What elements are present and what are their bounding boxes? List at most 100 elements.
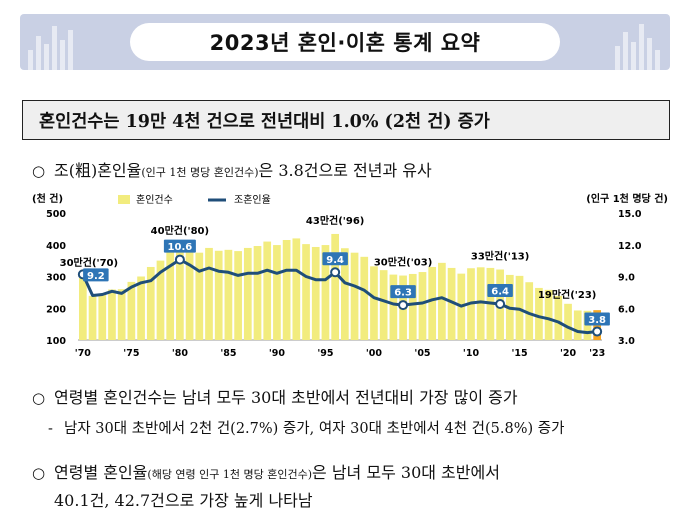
x-tick-label: '80: [172, 348, 189, 359]
right-tick-label: 15.0: [618, 209, 642, 220]
rate-label-bg-1996: [322, 252, 348, 266]
legend-label-rate: 조혼인율: [234, 193, 271, 206]
bar-2017: [535, 287, 543, 340]
bar-1986: [234, 251, 242, 340]
bar-annotation-1996: 43만건('96): [306, 214, 364, 227]
bar-1998: [350, 252, 359, 340]
bar-1971: [88, 295, 97, 340]
bar-2011: [476, 267, 485, 340]
legend-label-marriages: 혼인건수: [136, 193, 173, 206]
bullet-crude-rate: ○ 조(粗)혼인율(인구 1천 명당 혼인건수)은 3.8건으로 전년과 유사: [32, 161, 432, 180]
bar-1979: [166, 251, 175, 340]
bar-1975: [127, 281, 136, 340]
rate-label-bg-2013: [487, 284, 513, 298]
bar-2008: [447, 267, 456, 340]
bar-2016: [525, 282, 534, 340]
bar-1989: [263, 241, 272, 340]
bar-annotation-2003: 30만건('03): [374, 256, 432, 269]
bar-annotation-2013: 33만건('13): [471, 250, 529, 263]
rate-label-2023: 3.8: [588, 315, 606, 326]
rate-label-bg-1970: [83, 268, 109, 282]
bar-2001: [379, 270, 388, 340]
sub-bullet-age-detail: - 남자 30대 초반에서 2천 건(2.7%) 증가, 여자 30대 초반에서 …: [48, 421, 565, 437]
bar-2002: [389, 274, 398, 340]
right-tick-label: 9.0: [618, 273, 635, 284]
bar-series-marriages: [79, 233, 601, 340]
bar-1973: [108, 289, 116, 340]
bar-1995: [321, 245, 330, 340]
bar-1993: [302, 244, 310, 340]
bar-annotation-1970: 30만건('70): [60, 256, 118, 269]
bullet-age-marriages: ○ 연령별 혼인건수는 남녀 모두 30대 초반에서 전년대비 가장 많이 증가: [32, 388, 518, 407]
x-tick-label: '05: [414, 348, 430, 359]
bar-2007: [438, 262, 446, 340]
bullet-age-rate-line2: 40.1건, 42.7건으로 가장 높게 나타남: [54, 491, 313, 510]
right-axis-unit: (인구 1천 명당 건): [586, 192, 668, 205]
bar-2018: [544, 289, 553, 340]
bar-2021: [573, 310, 582, 340]
rate-label-1980: 10.6: [168, 242, 193, 253]
banner-decoration-right: [615, 14, 660, 70]
rate-point-2003: [398, 300, 409, 311]
rate-label-1970: 9.2: [87, 271, 105, 282]
left-axis-unit: (천 건): [32, 192, 63, 205]
rate-point-2013: [495, 299, 506, 310]
bar-2006: [428, 266, 437, 340]
left-tick-label: 500: [46, 209, 66, 220]
x-tick-label: '00: [366, 348, 383, 359]
x-tick-label: '20: [560, 348, 577, 359]
rate-label-bg-2003: [390, 285, 416, 299]
bar-1987: [243, 247, 252, 340]
bar-1991: [282, 239, 291, 340]
bullet-age-rate: ○ 연령별 혼인율(해당 연령 인구 1천 명당 혼인건수)은 남녀 모두 30대…: [32, 463, 500, 482]
right-tick-label: 12.0: [618, 241, 642, 252]
x-tick-label: '70: [75, 348, 92, 359]
bar-1977: [146, 266, 155, 340]
chart-frame: (천 건) (인구 1천 명당 건) 혼인건수 조혼인율 500 400 300 200 100…: [32, 192, 668, 359]
bar-annotation-1980: 40만건('80): [151, 224, 209, 237]
rate-point-1980: [174, 254, 185, 265]
rate-point-2023: [592, 326, 603, 337]
bar-1992: [292, 238, 301, 340]
headline-box: 혼인건수는 19만 4천 건으로 전년대비 1.0% (2천 건) 증가: [22, 100, 670, 140]
bar-1994: [311, 246, 320, 340]
banner-decoration-left: [28, 14, 73, 70]
bar-1985: [224, 249, 233, 340]
bar-1982: [195, 252, 204, 340]
left-tick-label: 300: [46, 273, 66, 284]
bar-2000: [370, 266, 378, 340]
bar-1978: [156, 260, 165, 340]
rate-label-2003: 6.3: [394, 288, 412, 299]
bar-1981: [185, 246, 194, 340]
rate-label-1996: 9.4: [326, 255, 344, 266]
bar-2004: [408, 273, 417, 340]
bar-1996: [331, 233, 339, 340]
line-series-crude-rate: [77, 254, 603, 337]
bar-1999: [360, 256, 369, 340]
bar-1997: [341, 248, 349, 340]
bar-1984: [214, 250, 223, 340]
rate-point-1996: [330, 267, 341, 278]
bar-2020: [564, 303, 572, 340]
left-tick-label: 400: [46, 241, 66, 252]
x-tick-label: '10: [463, 348, 480, 359]
rate-label-bg-1980: [163, 239, 196, 253]
bar-1974: [117, 289, 126, 340]
rate-label-bg-2023: [584, 312, 610, 326]
bar-1980: [176, 243, 184, 340]
bar-1972: [98, 294, 107, 340]
bar-annotation-2023: 19만건('23): [538, 288, 596, 301]
bar-1990: [273, 245, 281, 340]
x-tick-label: '15: [511, 348, 527, 359]
bar-1976: [137, 276, 145, 340]
bar-2019: [554, 295, 563, 340]
title-banner: 2023년 혼인·이혼 통계 요약: [20, 14, 670, 70]
left-tick-label: 100: [46, 336, 66, 347]
page-title: 2023년 혼인·이혼 통계 요약: [130, 23, 560, 61]
bar-1970: [79, 278, 87, 340]
chart-labels: 9.2 10.6 9.4 6.3 6.4 3.8 30만건('70) 40만건('80) 43만…: [60, 214, 610, 326]
x-tick-label: '23: [589, 348, 605, 359]
right-tick-label: 3.0: [618, 336, 635, 347]
bar-1983: [205, 247, 213, 340]
x-tick-label: '85: [220, 348, 236, 359]
